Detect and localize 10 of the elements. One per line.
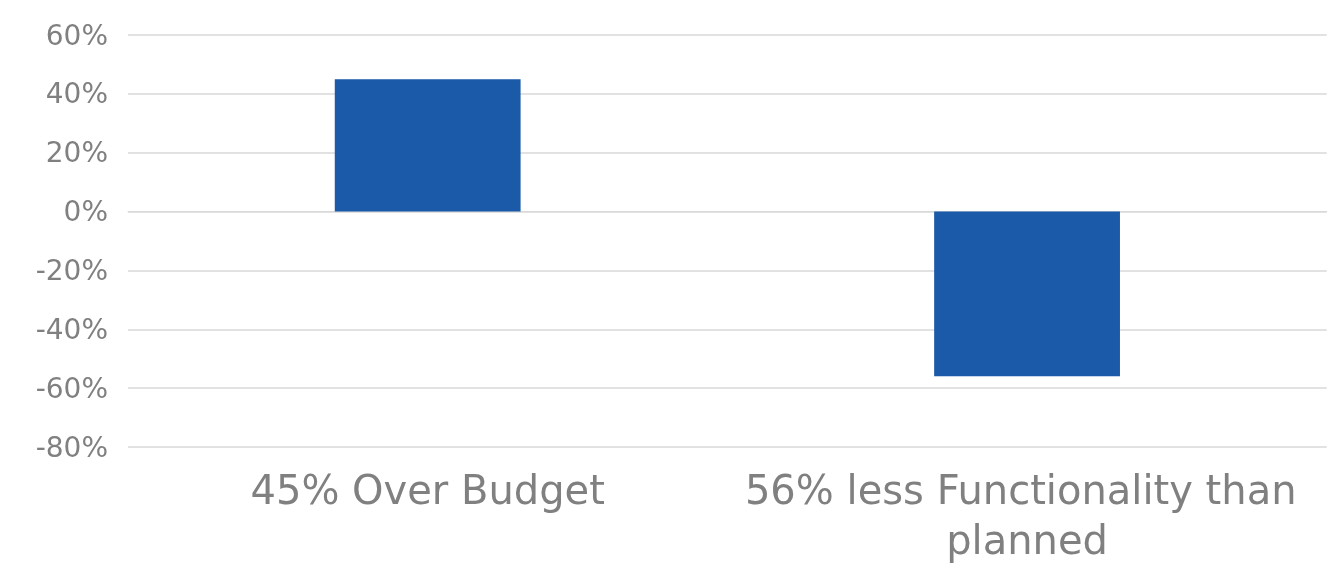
y-tick-label: -40% (35, 312, 108, 346)
x-tick-label: 56% less Functionality than planned (744, 467, 1310, 563)
y-tick-label: -20% (35, 253, 108, 287)
y-tick-label: 60% (45, 18, 108, 52)
y-tick-label: -60% (35, 371, 108, 405)
x-tick-label: 45% Over Budget (250, 467, 605, 513)
y-tick-label: -80% (35, 430, 108, 464)
y-tick-label: 40% (45, 77, 108, 111)
y-tick-label: 0% (63, 195, 108, 229)
y-tick-label: 20% (45, 136, 108, 170)
